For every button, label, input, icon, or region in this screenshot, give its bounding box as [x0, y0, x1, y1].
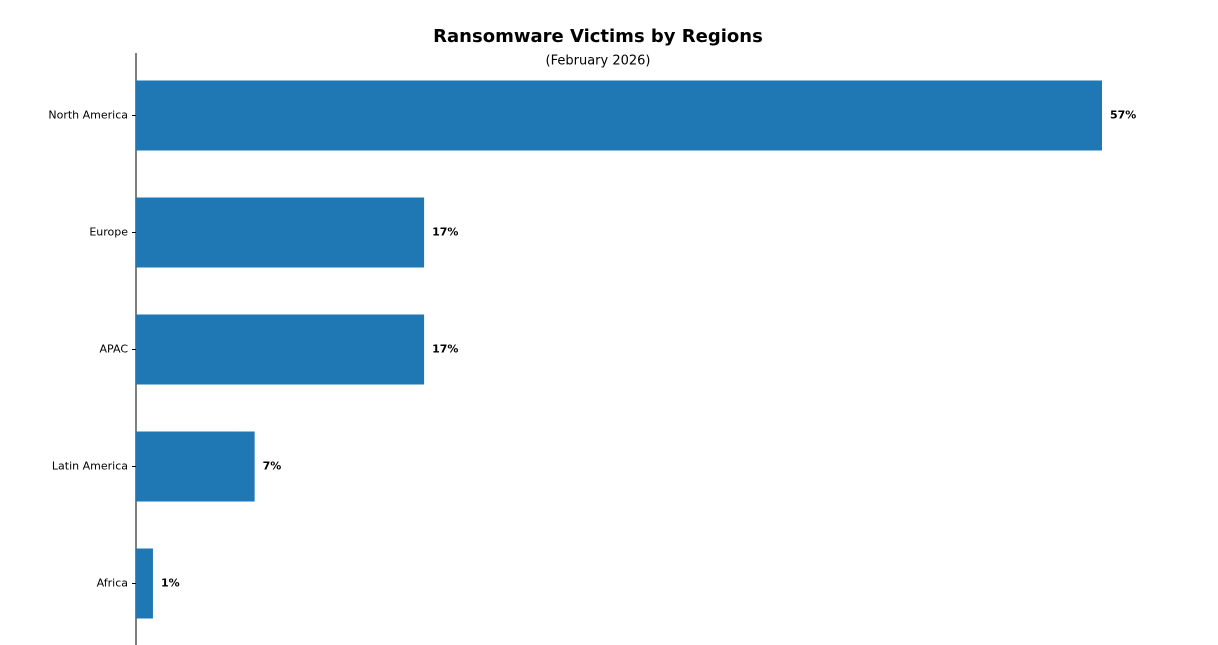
- value-label: 7%: [263, 460, 282, 473]
- y-tick-label: Latin America: [52, 460, 128, 473]
- chart-subtitle: (February 2026): [546, 54, 651, 69]
- value-label: 17%: [432, 343, 458, 356]
- bar: [136, 80, 1102, 151]
- bar: [136, 197, 425, 268]
- bar: [136, 431, 255, 502]
- y-tick-label: North America: [48, 109, 128, 122]
- y-tick-label: Europe: [89, 226, 128, 239]
- value-label: 17%: [432, 226, 458, 239]
- value-label: 57%: [1110, 109, 1136, 122]
- chart-title: Ransomware Victims by Regions: [433, 26, 763, 47]
- value-label: 1%: [161, 577, 180, 590]
- bar: [136, 314, 425, 385]
- y-tick-label: Africa: [97, 577, 128, 590]
- y-tick-label: APAC: [100, 343, 129, 356]
- bar: [136, 548, 153, 619]
